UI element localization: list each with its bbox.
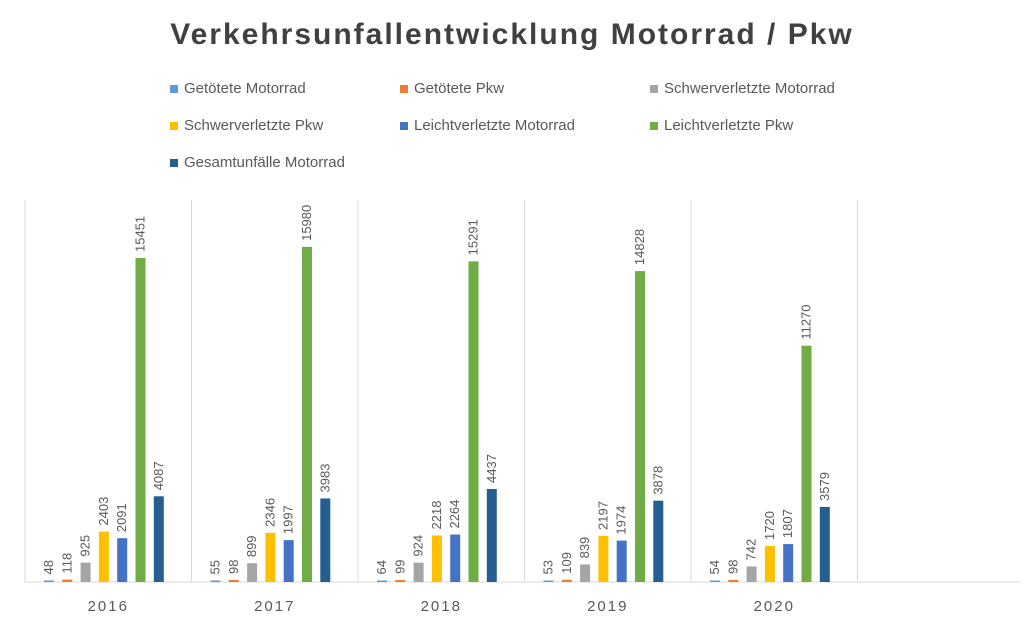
legend-swatch — [170, 85, 178, 94]
data-label: 2346 — [262, 498, 277, 527]
x-tick-label: 2019 — [587, 598, 628, 615]
legend-swatch — [650, 122, 658, 131]
data-label: 1807 — [780, 509, 795, 538]
bar — [783, 544, 794, 582]
bar — [413, 562, 424, 582]
bar — [468, 261, 479, 582]
legend-swatch — [650, 85, 658, 94]
bar — [265, 532, 276, 582]
data-label: 924 — [411, 535, 426, 557]
data-label: 839 — [577, 537, 592, 559]
bar — [320, 498, 331, 582]
data-label: 2264 — [447, 500, 462, 529]
x-tick-label: 2017 — [254, 598, 295, 615]
legend-item: Getötete Pkw — [400, 80, 504, 97]
legend-label: Schwerverletzte Pkw — [184, 117, 324, 134]
bar — [247, 563, 258, 582]
bar — [210, 580, 221, 582]
data-label: 1720 — [762, 511, 777, 540]
data-label: 14828 — [632, 229, 647, 265]
data-label: 3579 — [817, 472, 832, 501]
bar — [431, 535, 442, 582]
data-label: 4087 — [151, 461, 166, 490]
bar — [598, 535, 609, 582]
bar — [80, 562, 91, 582]
bar — [635, 271, 645, 582]
bar — [228, 579, 239, 582]
data-label: 98 — [725, 559, 740, 573]
legend-label: Leichtverletzte Motorrad — [414, 117, 575, 134]
data-label: 742 — [744, 539, 759, 561]
data-label: 54 — [707, 560, 722, 574]
bar — [580, 564, 591, 582]
legend-label: Leichtverletzte Pkw — [664, 117, 794, 134]
data-label: 3878 — [650, 466, 665, 495]
bar — [62, 579, 73, 582]
data-label: 109 — [559, 552, 574, 574]
legend-item: Schwerverletzte Motorrad — [650, 80, 835, 97]
bar — [44, 580, 54, 582]
data-label: 2218 — [429, 501, 444, 530]
data-label: 53 — [541, 560, 556, 574]
legend-label: Schwerverletzte Motorrad — [664, 80, 835, 97]
data-label: 15451 — [133, 216, 148, 252]
data-label: 55 — [208, 560, 223, 574]
chart-title: Verkehrsunfallentwicklung Motorrad / Pkw — [170, 18, 854, 51]
data-label: 48 — [41, 560, 56, 574]
data-label: 2091 — [114, 503, 129, 532]
bar — [728, 579, 739, 582]
bar — [486, 488, 497, 582]
legend-item: Leichtverletzte Pkw — [650, 117, 793, 134]
data-label: 4437 — [484, 454, 499, 483]
x-tick-label: 2016 — [88, 598, 129, 615]
bar — [98, 531, 109, 582]
bar — [117, 538, 128, 582]
bar — [395, 579, 406, 582]
bar — [819, 506, 830, 582]
legend-label: Getötete Motorrad — [184, 80, 306, 97]
legend-swatch — [170, 159, 178, 168]
bar — [653, 500, 664, 582]
bar — [450, 534, 461, 582]
data-label: 64 — [374, 560, 389, 574]
data-label: 118 — [59, 553, 74, 574]
legend-item: Leichtverletzte Motorrad — [400, 117, 575, 134]
bar — [764, 545, 775, 582]
data-label: 925 — [78, 535, 93, 557]
bar — [746, 566, 757, 582]
x-tick-label: 2018 — [421, 598, 462, 615]
bar — [543, 580, 554, 582]
data-label: 2403 — [96, 497, 111, 526]
data-label: 1997 — [281, 505, 296, 534]
legend-swatch — [400, 122, 408, 131]
data-label: 98 — [226, 559, 241, 573]
legend-swatch — [400, 85, 408, 94]
bar — [616, 540, 627, 582]
bar — [561, 579, 572, 582]
data-label: 899 — [244, 535, 259, 557]
data-label: 99 — [392, 559, 407, 573]
legend-item: Gesamtunfälle Motorrad — [170, 154, 345, 171]
legend-swatch — [170, 122, 178, 131]
legend-label: Gesamtunfälle Motorrad — [184, 154, 345, 171]
bar — [377, 580, 387, 582]
data-label: 3983 — [317, 464, 332, 493]
data-label: 15291 — [466, 219, 481, 255]
bar — [801, 345, 812, 582]
data-label: 15980 — [299, 205, 314, 241]
data-label: 2197 — [595, 501, 610, 530]
data-label: 11270 — [799, 304, 814, 339]
legend-item: Schwerverletzte Pkw — [170, 117, 323, 134]
bar — [710, 580, 720, 582]
bar — [135, 258, 146, 582]
data-label: 1974 — [614, 506, 629, 535]
x-tick-label: 2020 — [754, 598, 795, 615]
bar — [302, 246, 312, 583]
legend-item: Getötete Motorrad — [170, 80, 306, 97]
legend-label: Getötete Pkw — [414, 80, 505, 97]
bar — [153, 496, 164, 582]
bar — [283, 540, 294, 582]
